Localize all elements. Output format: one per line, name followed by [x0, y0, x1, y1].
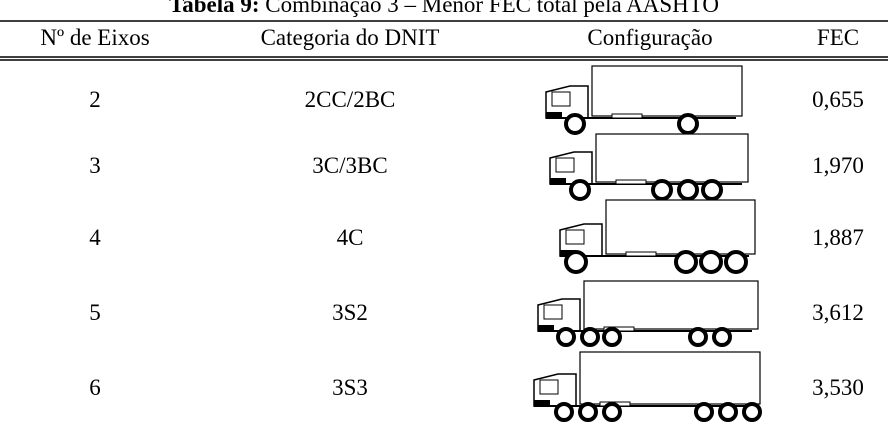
dnit-category: 4C — [336, 225, 364, 250]
truck-part — [583, 280, 759, 330]
truck-part — [595, 133, 749, 183]
truck-part — [554, 402, 574, 422]
truck-part — [688, 327, 708, 347]
truck-part — [564, 113, 586, 135]
dnit-category: 3S3 — [332, 375, 368, 400]
fec-value: 1,887 — [812, 225, 864, 250]
axle-count: 6 — [89, 375, 101, 400]
truck-part — [611, 113, 643, 119]
truck-part — [677, 179, 699, 201]
axle-count: 4 — [89, 225, 101, 250]
fec-value: 3,612 — [812, 300, 864, 325]
caption-label: Tabela 9: — [168, 0, 260, 17]
truck-part — [712, 327, 732, 347]
truck-part — [724, 250, 748, 274]
truck-part — [550, 178, 566, 184]
fec-value: 3,530 — [812, 375, 864, 400]
truck-part — [551, 91, 571, 107]
truck-part — [565, 229, 585, 245]
dnit-category: 3C/3BC — [312, 153, 388, 178]
truck-part — [651, 179, 673, 201]
truck-part — [625, 251, 657, 257]
truck-part — [543, 304, 563, 320]
truck-part — [615, 179, 647, 185]
column-header: Nº de Eixos — [40, 25, 150, 50]
truck-part — [602, 327, 622, 347]
axle-count: 3 — [89, 153, 101, 178]
dnit-category: 2CC/2BC — [304, 87, 396, 112]
truck-part — [564, 250, 588, 274]
truck-part — [699, 250, 723, 274]
truck-part — [605, 199, 756, 255]
truck-part — [560, 250, 576, 256]
truck-part — [539, 379, 559, 395]
truck-part — [602, 402, 622, 422]
truck-icon — [559, 199, 756, 274]
truck-part — [546, 112, 562, 118]
truck-part — [578, 402, 598, 422]
column-header: Categoria do DNIT — [260, 25, 440, 50]
axle-count: 2 — [89, 87, 101, 112]
fec-value: 0,655 — [812, 87, 864, 112]
truck-part — [534, 400, 550, 406]
truck-part — [674, 250, 698, 274]
caption-text: Combinação 3 – Menor FEC total pela AASH… — [265, 0, 720, 17]
truck-part — [556, 327, 576, 347]
caption: Tabela 9: Combinação 3 – Menor FEC total… — [169, 0, 719, 18]
truck-part — [694, 402, 714, 422]
truck-part — [555, 157, 575, 173]
dnit-category: 3S2 — [332, 300, 368, 325]
truck-part — [718, 402, 738, 422]
truck-icon — [545, 65, 743, 135]
truck-part — [591, 65, 743, 117]
axle-count: 5 — [89, 300, 101, 325]
truck-part — [538, 325, 554, 331]
fec-value: 1,970 — [812, 153, 864, 178]
truck-icon — [549, 133, 749, 201]
column-header: Configuração — [587, 25, 713, 50]
truck-part — [569, 179, 591, 201]
truck-part — [677, 113, 699, 135]
truck-icon — [537, 280, 759, 347]
column-header: FEC — [816, 25, 860, 50]
truck-part — [701, 179, 723, 201]
truck-icon — [533, 351, 762, 422]
truck-part — [579, 351, 761, 405]
truck-part — [742, 402, 762, 422]
truck-part — [580, 327, 600, 347]
